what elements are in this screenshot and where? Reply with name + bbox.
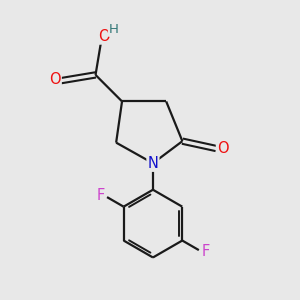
Text: F: F — [96, 188, 105, 203]
Text: O: O — [98, 28, 110, 44]
Text: N: N — [148, 156, 158, 171]
Text: O: O — [217, 141, 229, 156]
Text: H: H — [109, 23, 119, 36]
Text: F: F — [201, 244, 209, 259]
Text: O: O — [49, 72, 61, 87]
